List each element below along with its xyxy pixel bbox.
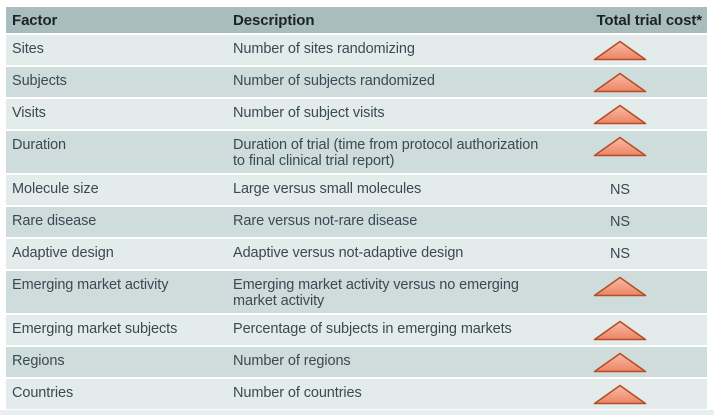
table-row: Countries Number of countries — [6, 379, 707, 411]
ns-label: NS — [610, 214, 630, 230]
table-row: Duration Duration of trial (time from pr… — [6, 131, 707, 175]
description-cell: Number of regions — [233, 353, 351, 369]
factor-cell: Visits — [12, 105, 46, 121]
triangle-up-icon — [593, 72, 647, 93]
cost-cell — [555, 35, 707, 65]
column-header-factor: Factor — [12, 11, 58, 29]
ns-label: NS — [610, 182, 630, 198]
factor-cell: Rare disease — [12, 213, 97, 229]
description-cell: Large versus small molecules — [233, 181, 422, 197]
triangle-up-icon — [593, 40, 647, 61]
ns-label: NS — [610, 246, 630, 262]
factor-cell: Countries — [12, 385, 74, 401]
table-row: Adaptive design Adaptive versus not-adap… — [6, 239, 707, 271]
factor-cell: Sites — [12, 41, 44, 57]
table-row: Emerging market activity Emerging market… — [6, 271, 707, 315]
table-body: Sites Number of sites randomizing Subjec… — [6, 35, 707, 411]
triangle-up-icon — [593, 276, 647, 297]
triangle-up-icon — [593, 352, 647, 373]
factor-cell: Subjects — [12, 73, 67, 89]
description-cell: Emerging market activity versus no emerg… — [233, 277, 519, 309]
trial-cost-factors-table: Factor Description Total trial cost* Sit… — [6, 7, 707, 411]
factor-cell: Duration — [12, 137, 67, 153]
description-cell: Rare versus not-rare disease — [233, 213, 418, 229]
factor-cell: Emerging market activity — [12, 277, 169, 293]
description-cell: Duration of trial (time from protocol au… — [233, 137, 539, 169]
cost-cell — [555, 99, 707, 129]
cost-cell — [555, 67, 707, 97]
table-row: Regions Number of regions — [6, 347, 707, 379]
table-row: Molecule size Large versus small molecul… — [6, 175, 707, 207]
triangle-up-icon — [593, 320, 647, 341]
table-row: Subjects Number of subjects randomized — [6, 67, 707, 99]
table-row: Emerging market subjects Percentage of s… — [6, 315, 707, 347]
cost-cell — [555, 271, 707, 313]
cost-cell — [555, 379, 707, 409]
description-cell: Number of subject visits — [233, 105, 385, 121]
factor-cell: Molecule size — [12, 181, 99, 197]
cost-cell: NS — [555, 175, 707, 205]
factor-cell: Emerging market subjects — [12, 321, 178, 337]
cost-cell — [555, 131, 707, 173]
figure-bottom-edge — [0, 410, 714, 415]
triangle-up-icon — [593, 384, 647, 405]
table-row: Sites Number of sites randomizing — [6, 35, 707, 67]
cost-cell: NS — [555, 207, 707, 237]
triangle-up-icon — [593, 136, 647, 157]
table-row: Visits Number of subject visits — [6, 99, 707, 131]
triangle-up-icon — [593, 104, 647, 125]
cost-cell: NS — [555, 239, 707, 269]
description-cell: Number of sites randomizing — [233, 41, 415, 57]
description-cell: Adaptive versus not-adaptive design — [233, 245, 464, 261]
description-cell: Percentage of subjects in emerging marke… — [233, 321, 512, 337]
description-cell: Number of countries — [233, 385, 362, 401]
factor-cell: Regions — [12, 353, 65, 369]
description-cell: Number of subjects randomized — [233, 73, 435, 89]
table-header-row: Factor Description Total trial cost* — [6, 7, 707, 35]
factor-cell: Adaptive design — [12, 245, 114, 261]
cost-cell — [555, 315, 707, 345]
cost-cell — [555, 347, 707, 377]
table-row: Rare disease Rare versus not-rare diseas… — [6, 207, 707, 239]
column-header-total-trial-cost: Total trial cost* — [596, 11, 702, 29]
column-header-description: Description — [233, 11, 315, 29]
